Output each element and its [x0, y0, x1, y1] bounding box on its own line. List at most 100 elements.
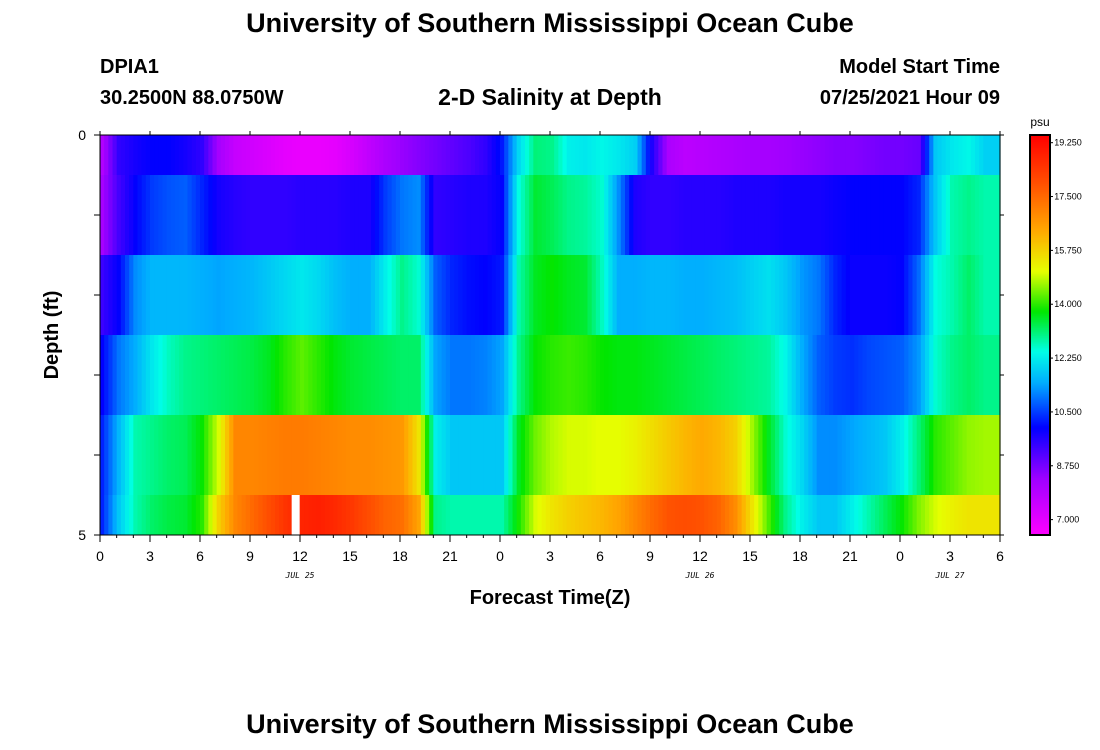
colorbar-swatch [1030, 199, 1050, 202]
heatmap-cell [241, 415, 247, 495]
colorbar-swatch [1030, 333, 1050, 336]
heatmap-cell [904, 495, 909, 535]
heatmap-cell [550, 495, 555, 535]
heatmap-cell [441, 415, 447, 495]
heatmap-cell [445, 495, 451, 535]
heatmap-cell [979, 415, 984, 495]
heatmap-cell [616, 335, 622, 415]
heatmap-cell [941, 495, 947, 535]
heatmap-cell [583, 335, 589, 415]
heatmap-cell [200, 135, 205, 175]
colorbar-swatch [1030, 509, 1050, 512]
heatmap-cell [454, 135, 459, 175]
heatmap-cell [700, 495, 705, 535]
colorbar-swatch [1030, 231, 1050, 234]
heatmap-cell [116, 335, 122, 415]
heatmap-cell [600, 415, 605, 495]
heatmap-cell [404, 335, 409, 415]
colorbar-swatch [1030, 479, 1050, 482]
colorbar-swatch [1030, 261, 1050, 264]
colorbar-swatch [1030, 383, 1050, 386]
heatmap-cell [529, 495, 534, 535]
heatmap-cell [312, 415, 318, 495]
heatmap-cell [791, 255, 797, 335]
heatmap-cell [654, 495, 659, 535]
heatmap-cell [858, 255, 864, 335]
heatmap-cell [687, 335, 693, 415]
colorbar-swatch [1030, 177, 1050, 180]
heatmap-cell [245, 335, 251, 415]
colorbar-swatch [1030, 339, 1050, 342]
colorbar-swatch [1030, 183, 1050, 186]
heatmap-cell [925, 415, 930, 495]
heatmap-cell [795, 415, 801, 495]
heatmap-cell [754, 335, 759, 415]
heatmap-cell [616, 135, 622, 175]
heatmap-cell [354, 495, 359, 535]
heatmap-cell [479, 135, 484, 175]
heatmap-cell [729, 495, 734, 535]
heatmap-cell [283, 415, 289, 495]
heatmap-cell [204, 175, 209, 255]
heatmap-cell [595, 335, 601, 415]
heatmap-cell [575, 495, 580, 535]
heatmap-cell [104, 495, 109, 535]
heatmap-cell [354, 415, 359, 495]
heatmap-cell [654, 335, 659, 415]
heatmap-cell [312, 135, 318, 175]
heatmap-cell [104, 415, 109, 495]
colorbar-swatch [1030, 525, 1050, 528]
heatmap-cell [833, 135, 839, 175]
x-tick-label: 3 [146, 548, 154, 564]
heatmap-cell [854, 255, 859, 335]
heatmap-cell [975, 495, 980, 535]
heatmap-cell [737, 135, 743, 175]
heatmap-cell [225, 175, 230, 255]
heatmap-cell [241, 135, 247, 175]
heatmap-cell [825, 255, 830, 335]
heatmap-cell [433, 415, 439, 495]
x-tick-label: 3 [946, 548, 954, 564]
heatmap-cell [933, 135, 939, 175]
heatmap-cell [508, 335, 514, 415]
heatmap-cell [812, 255, 818, 335]
heatmap-cell [533, 255, 539, 335]
heatmap-cell [666, 135, 672, 175]
y-axis-title: Depth (ft) [41, 291, 63, 380]
heatmap-cell [779, 335, 784, 415]
heatmap-cell [708, 335, 714, 415]
heatmap-cell [904, 415, 909, 495]
heatmap-cell [254, 175, 259, 255]
heatmap-cell [400, 335, 405, 415]
heatmap-cell [837, 495, 843, 535]
heatmap-cell [320, 175, 326, 255]
heatmap-cell [829, 135, 834, 175]
heatmap-cell [270, 175, 276, 255]
heatmap-cell [104, 135, 109, 175]
heatmap-cell [762, 135, 768, 175]
heatmap-cell [400, 135, 405, 175]
heatmap-cell [441, 255, 447, 335]
heatmap-cell [287, 175, 293, 255]
colorbar-swatch [1030, 181, 1050, 184]
heatmap-cell [162, 135, 168, 175]
heatmap-cell [833, 495, 839, 535]
heatmap-cell [204, 415, 209, 495]
heatmap-cell [987, 495, 993, 535]
heatmap-cell [187, 135, 193, 175]
heatmap-cell [862, 415, 868, 495]
heatmap-cell [562, 335, 568, 415]
heatmap-cell [487, 255, 493, 335]
heatmap-cell [470, 495, 476, 535]
colorbar-swatch [1030, 349, 1050, 352]
heatmap-cell [683, 415, 689, 495]
colorbar-swatch [1030, 523, 1050, 526]
heatmap-cell [487, 135, 493, 175]
heatmap-cell [266, 415, 272, 495]
heatmap-cell [841, 415, 847, 495]
heatmap-cell [362, 495, 368, 535]
colorbar-swatch [1030, 153, 1050, 156]
heatmap-cell [358, 415, 364, 495]
heatmap-cell [283, 255, 289, 335]
heatmap-cell [437, 175, 443, 255]
